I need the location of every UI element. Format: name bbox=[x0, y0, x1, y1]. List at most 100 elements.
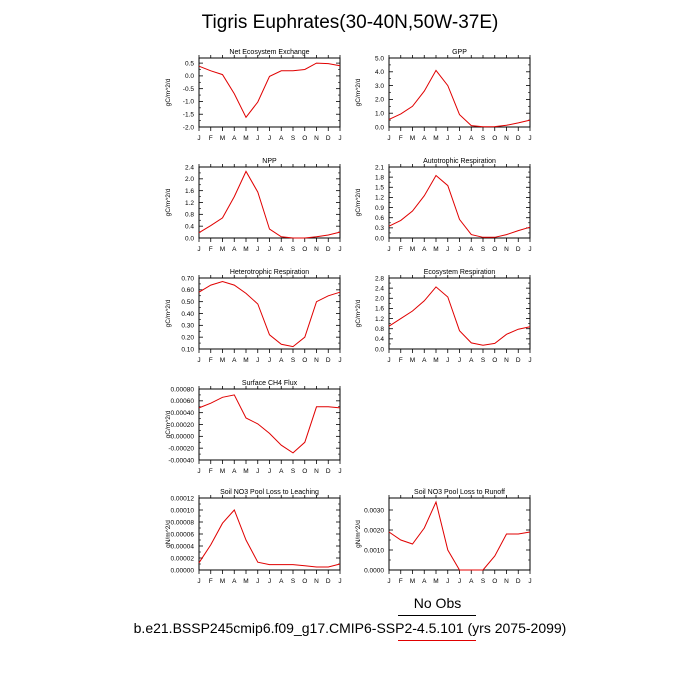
y-tick-label: 0.00080 bbox=[171, 386, 195, 393]
x-tick-label: M bbox=[243, 468, 248, 475]
x-tick-label: O bbox=[302, 578, 307, 585]
y-axis-label: gC/m^2/d bbox=[355, 78, 362, 106]
x-tick-label: S bbox=[481, 135, 486, 142]
x-tick-label: A bbox=[232, 246, 237, 253]
y-tick-label: -1.0 bbox=[183, 99, 195, 106]
y-tick-label: 0.30 bbox=[181, 323, 194, 330]
y-tick-label: -0.00020 bbox=[168, 445, 194, 452]
x-tick-label: F bbox=[399, 357, 403, 364]
x-tick-label: F bbox=[399, 246, 403, 253]
x-tick-label: M bbox=[243, 357, 248, 364]
x-tick-label: A bbox=[279, 135, 284, 142]
y-tick-label: 0.10 bbox=[181, 346, 194, 353]
x-tick-label: N bbox=[504, 357, 509, 364]
x-tick-label: J bbox=[256, 578, 259, 585]
x-tick-label: J bbox=[446, 246, 449, 253]
x-tick-label: M bbox=[220, 246, 225, 253]
x-tick-label: M bbox=[243, 135, 248, 142]
x-tick-label: A bbox=[469, 578, 474, 585]
plot-frame bbox=[388, 57, 531, 128]
y-tick-label: 0.00000 bbox=[171, 434, 195, 441]
plot-frame bbox=[198, 57, 341, 128]
x-tick-label: S bbox=[481, 357, 486, 364]
chart-title: Soil NO3 Pool Loss to Runoff bbox=[414, 489, 505, 496]
x-tick-label: N bbox=[504, 578, 509, 585]
series-line bbox=[388, 500, 531, 571]
y-tick-label: 3.0 bbox=[375, 83, 384, 90]
series-line bbox=[198, 509, 341, 568]
y-tick-label: 0.00060 bbox=[171, 398, 195, 405]
y-tick-label: 5.0 bbox=[375, 55, 384, 62]
x-tick-label: J bbox=[446, 357, 449, 364]
x-tick-label: M bbox=[433, 357, 438, 364]
chart-panel: Surface CH4 Flux 0.00080 0.00060 0.00040 0.0… bbox=[165, 380, 342, 475]
x-tick-label: F bbox=[209, 135, 213, 142]
y-tick-label: 0.0020 bbox=[364, 527, 384, 534]
y-tick-label: 1.6 bbox=[185, 188, 194, 195]
y-tick-label: -0.00040 bbox=[168, 457, 194, 464]
y-tick-label: 0.4 bbox=[375, 336, 384, 343]
y-tick-label: 0.00004 bbox=[171, 543, 195, 550]
x-tick-label: M bbox=[220, 135, 225, 142]
y-tick-label: 1.6 bbox=[375, 306, 384, 313]
y-tick-label: 0.60 bbox=[181, 287, 194, 294]
series-line bbox=[388, 69, 531, 128]
x-tick-label: A bbox=[422, 357, 427, 364]
x-tick-label: O bbox=[302, 246, 307, 253]
x-tick-label: F bbox=[209, 468, 213, 475]
x-tick-label: J bbox=[387, 578, 390, 585]
y-tick-label: 2.8 bbox=[375, 275, 384, 282]
x-tick-label: J bbox=[268, 578, 271, 585]
x-tick-label: M bbox=[410, 357, 415, 364]
x-tick-label: O bbox=[302, 135, 307, 142]
x-tick-label: J bbox=[528, 246, 531, 253]
chart-title: GPP bbox=[452, 49, 467, 56]
chart-title: Heterotrophic Respiration bbox=[230, 269, 309, 276]
y-axis-label: gN/m^2/d bbox=[355, 520, 362, 548]
x-tick-label: J bbox=[268, 357, 271, 364]
y-tick-label: 2.0 bbox=[185, 176, 194, 183]
y-tick-label: 2.1 bbox=[375, 164, 384, 171]
x-tick-label: A bbox=[469, 246, 474, 253]
series-line bbox=[198, 170, 341, 239]
y-axis-label: gC/m^2/d bbox=[165, 78, 172, 106]
y-axis-label: gC/m^2/d bbox=[355, 188, 362, 216]
y-tick-label: 0.40 bbox=[181, 311, 194, 318]
x-tick-label: F bbox=[399, 578, 403, 585]
x-tick-label: J bbox=[256, 357, 259, 364]
x-tick-label: D bbox=[516, 246, 521, 253]
x-tick-label: M bbox=[243, 246, 248, 253]
y-tick-label: 0.0 bbox=[185, 235, 194, 242]
y-tick-label: 0.20 bbox=[181, 334, 194, 341]
chart-title: Soil NO3 Pool Loss to Leaching bbox=[220, 489, 319, 496]
series-line bbox=[388, 174, 531, 238]
x-tick-label: J bbox=[528, 357, 531, 364]
x-tick-label: J bbox=[528, 578, 531, 585]
x-tick-label: J bbox=[256, 468, 259, 475]
chart-panel: Autotrophic Respiration 2.1 1.8 1.5 1.2 0.9 0.… bbox=[355, 158, 532, 253]
y-tick-label: 2.0 bbox=[375, 97, 384, 104]
x-tick-label: A bbox=[232, 468, 237, 475]
y-tick-label: 2.0 bbox=[375, 296, 384, 303]
y-tick-label: 0.6 bbox=[375, 215, 384, 222]
x-tick-label: A bbox=[422, 135, 427, 142]
x-tick-label: F bbox=[399, 135, 403, 142]
plot-frame bbox=[198, 277, 341, 350]
y-tick-label: -0.5 bbox=[183, 86, 195, 93]
y-tick-label: 1.2 bbox=[185, 200, 194, 207]
y-tick-label: 0.00040 bbox=[171, 410, 195, 417]
x-tick-label: N bbox=[314, 468, 319, 475]
y-tick-label: -1.5 bbox=[183, 112, 195, 119]
y-tick-label: 0.5 bbox=[185, 60, 194, 67]
x-tick-label: J bbox=[528, 135, 531, 142]
x-tick-label: F bbox=[209, 246, 213, 253]
y-tick-label: 0.8 bbox=[185, 212, 194, 219]
y-tick-label: 0.4 bbox=[185, 223, 194, 230]
y-tick-label: -2.0 bbox=[183, 124, 195, 131]
x-tick-label: A bbox=[232, 578, 237, 585]
x-tick-label: J bbox=[197, 578, 200, 585]
x-tick-label: D bbox=[516, 135, 521, 142]
